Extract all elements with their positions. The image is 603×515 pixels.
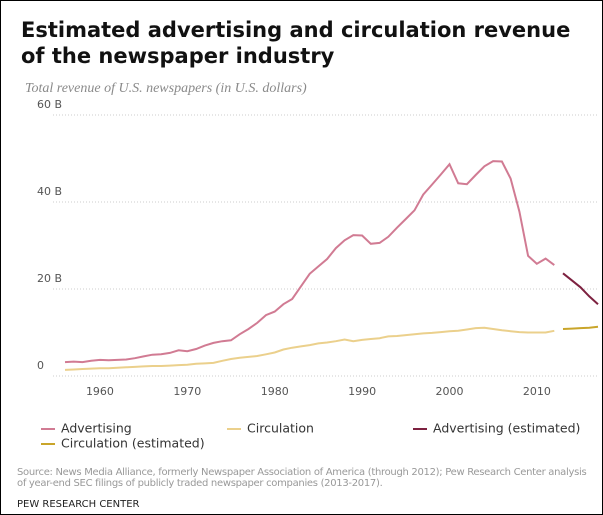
x-tick-label: 1980	[261, 385, 289, 398]
legend-label: Circulation (estimated)	[61, 436, 205, 451]
x-tick-label: 1960	[86, 385, 114, 398]
y-tick-label: 20 B	[37, 272, 62, 285]
source-note: Source: News Media Alliance, formerly Ne…	[17, 467, 587, 489]
credit: PEW RESEARCH CENTER	[17, 499, 140, 510]
x-tick-label: 1970	[173, 385, 201, 398]
legend-label: Advertising (estimated)	[433, 421, 580, 436]
chart-title: Estimated advertising and circulation re…	[21, 18, 571, 68]
y-tick-label: 60 B	[37, 98, 62, 111]
chart-subtitle: Total revenue of U.S. newspapers (in U.S…	[25, 81, 307, 96]
legend-label: Advertising	[61, 421, 132, 436]
y-tick-label: 40 B	[37, 185, 62, 198]
legend-label: Circulation	[247, 421, 314, 436]
x-tick-label: 1990	[348, 385, 376, 398]
y-tick-label: 0	[37, 359, 44, 372]
line-series	[562, 272, 599, 305]
line-series	[64, 326, 555, 371]
line-series	[562, 325, 599, 330]
x-tick-label: 2000	[435, 385, 463, 398]
line-series	[64, 160, 555, 364]
x-tick-label: 2010	[523, 385, 551, 398]
